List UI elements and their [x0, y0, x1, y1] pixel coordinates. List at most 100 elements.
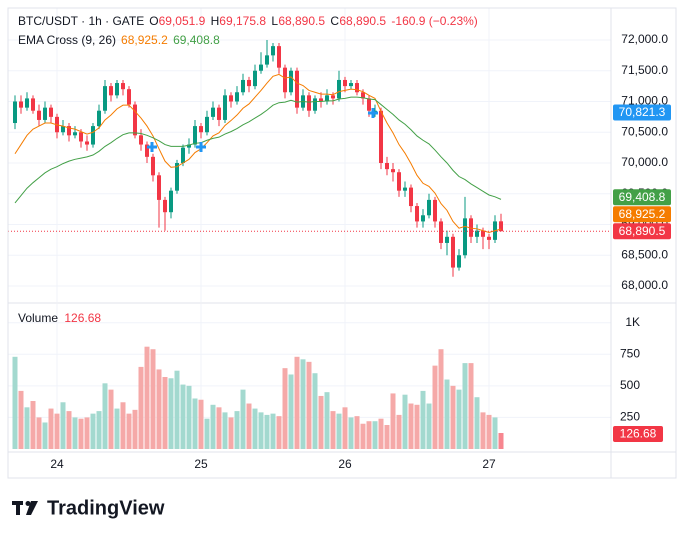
volume-bar	[378, 418, 384, 449]
candle-body	[421, 215, 425, 222]
candle-body	[337, 79, 341, 99]
volume-bar	[132, 409, 138, 449]
indicator-value: 69,408.8	[173, 33, 220, 47]
candle-body	[223, 95, 227, 120]
candle-body	[31, 98, 35, 111]
volume-bar	[156, 369, 162, 449]
volume-bar	[366, 421, 372, 449]
candle-body	[391, 169, 395, 173]
volume-bar	[480, 412, 486, 449]
volume-bar	[312, 373, 318, 449]
candle-body	[433, 199, 437, 222]
candle-body	[343, 79, 347, 87]
y-tick-label: 250	[620, 410, 640, 424]
volume-bar	[72, 417, 78, 449]
candle-body	[193, 126, 197, 145]
ohlc-key: O	[149, 14, 158, 28]
volume-bar	[66, 411, 72, 449]
price-label: 68,925.2	[619, 207, 666, 221]
candle-body	[295, 70, 299, 108]
candle-body	[151, 156, 155, 176]
candle-body	[247, 79, 251, 87]
candle-body	[325, 95, 329, 102]
volume-bar	[324, 392, 330, 449]
candle-body	[457, 255, 461, 268]
ohlc-value: 69,175.8	[219, 14, 266, 28]
ohlc-key: C	[330, 14, 339, 28]
grid: 72,000.0 71,500.0 71,000.0 70,500.0 70,000.0…	[8, 8, 668, 471]
y-tick-label: 1K	[625, 315, 640, 329]
brand-name: TradingView	[47, 497, 165, 519]
volume-bar	[90, 413, 96, 449]
volume-bar	[306, 361, 312, 449]
volume-bar	[396, 414, 402, 449]
volume-bar	[24, 407, 30, 449]
volume-bar	[126, 413, 132, 449]
candle-body	[175, 162, 179, 191]
change-label: -160.9 (−0.23%)	[391, 14, 477, 28]
volume-label-box	[613, 426, 663, 442]
candle-body	[355, 83, 359, 93]
price-label-box	[613, 206, 671, 223]
candle-body	[127, 89, 131, 105]
volume-bar	[384, 425, 390, 449]
candle-body	[169, 190, 173, 213]
candle-body	[289, 70, 293, 93]
volume-bar	[108, 389, 114, 449]
ema-line	[14, 96, 502, 204]
volume-bar	[420, 390, 426, 449]
candle-body	[205, 116, 209, 133]
candle-body	[157, 175, 161, 200]
volume-bar	[294, 356, 300, 449]
volume-bar	[54, 413, 60, 449]
y-tick-label: 71,000.0	[621, 94, 668, 108]
volume-bar	[462, 363, 468, 449]
candle-body	[385, 162, 389, 170]
candle-body	[217, 107, 221, 120]
volume-bar	[78, 418, 84, 449]
candle-body	[181, 147, 185, 163]
candle-body	[367, 98, 371, 111]
volume-bar	[234, 411, 240, 449]
candle-body	[43, 107, 47, 120]
candle-body	[313, 98, 317, 111]
marks	[8, 39, 611, 449]
volume-bar	[432, 365, 438, 449]
volume-value: 126.68	[64, 311, 101, 325]
y-tick-label: 68,000.0	[621, 278, 668, 292]
volume-bar	[186, 385, 192, 449]
candle-body	[19, 101, 23, 108]
volume-bar	[168, 378, 174, 449]
candle-body	[271, 46, 275, 56]
volume-bar	[42, 422, 48, 449]
candle-body	[187, 144, 191, 148]
candle-body	[73, 132, 77, 136]
volume-bar	[198, 399, 204, 449]
labels: 68,890.5 68,925.2 69,408.8 70,821.3 126.68 BT…	[18, 14, 671, 442]
y-tick-label: 72,000.0	[621, 32, 668, 46]
volume-bar	[474, 397, 480, 449]
candle-body	[67, 126, 71, 136]
candle-body	[121, 83, 125, 90]
candle-body	[235, 92, 239, 102]
candle-body	[79, 132, 83, 142]
price-label: 68,890.5	[619, 224, 666, 238]
volume-title: Volume	[18, 311, 58, 325]
overlay	[147, 108, 378, 152]
candle-body	[25, 98, 29, 108]
volume-bar	[492, 417, 498, 449]
candle-body	[199, 126, 203, 133]
candle-body	[361, 92, 365, 99]
x-tick-label: 27	[482, 457, 496, 471]
y-tick-label: 500	[620, 378, 640, 392]
x-tick-label: 25	[194, 457, 208, 471]
price-label: 70,821.3	[619, 105, 666, 119]
volume-bar	[402, 394, 408, 449]
candle-body	[109, 86, 113, 96]
candle-body	[49, 107, 53, 117]
ema-line	[14, 73, 502, 234]
symbol-title: BTC/USDT · 1h · GATE	[18, 14, 144, 28]
volume-bar	[60, 402, 66, 449]
volume-bar	[468, 363, 474, 449]
